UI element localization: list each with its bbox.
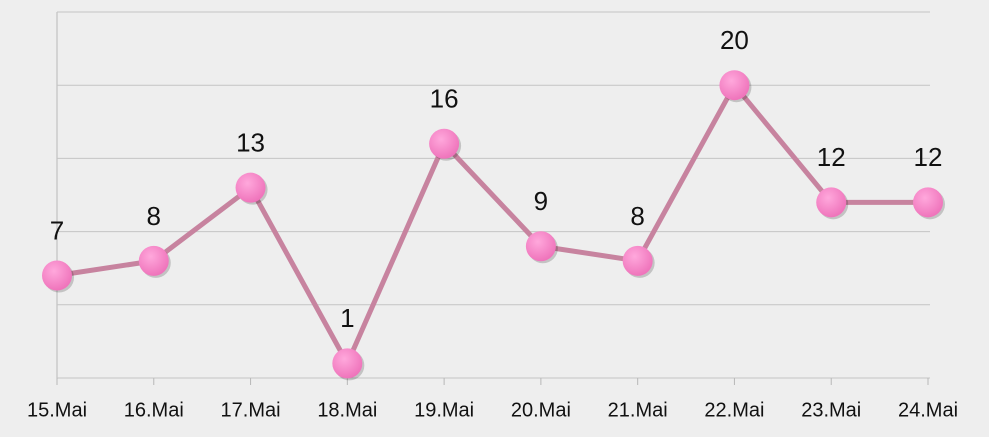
x-tick-label: 16.Mai — [124, 399, 184, 421]
marker — [913, 187, 943, 218]
data-label: 13 — [236, 128, 265, 158]
data-label: 16 — [430, 84, 459, 114]
data-label: 9 — [534, 186, 548, 216]
data-label: 8 — [630, 201, 644, 231]
data-label: 12 — [817, 142, 846, 172]
x-tick-label: 17.Mai — [221, 399, 281, 421]
x-tick-label: 20.Mai — [511, 399, 571, 421]
data-line — [56, 82, 928, 366]
x-tick-label: 18.Mai — [317, 399, 377, 421]
data-label: 8 — [147, 201, 161, 231]
data-label: 12 — [914, 142, 943, 172]
marker — [816, 187, 847, 218]
data-label: 7 — [50, 215, 64, 245]
x-tick-label: 23.Mai — [801, 399, 861, 421]
x-tick-label: 24.Mai — [898, 399, 958, 421]
marker — [42, 260, 72, 291]
marker — [332, 348, 363, 379]
x-tick-label: 21.Mai — [608, 399, 668, 421]
data-label: 1 — [340, 303, 354, 333]
marker — [429, 128, 460, 159]
marker — [138, 245, 169, 276]
marker — [719, 70, 750, 101]
x-tick-label: 22.Mai — [704, 399, 764, 421]
x-tick-label: 15.Mai — [27, 399, 87, 421]
marker — [235, 172, 266, 203]
marker — [622, 245, 653, 276]
data-label: 20 — [720, 25, 749, 55]
x-tick-label: 19.Mai — [414, 399, 474, 421]
marker — [525, 231, 556, 262]
